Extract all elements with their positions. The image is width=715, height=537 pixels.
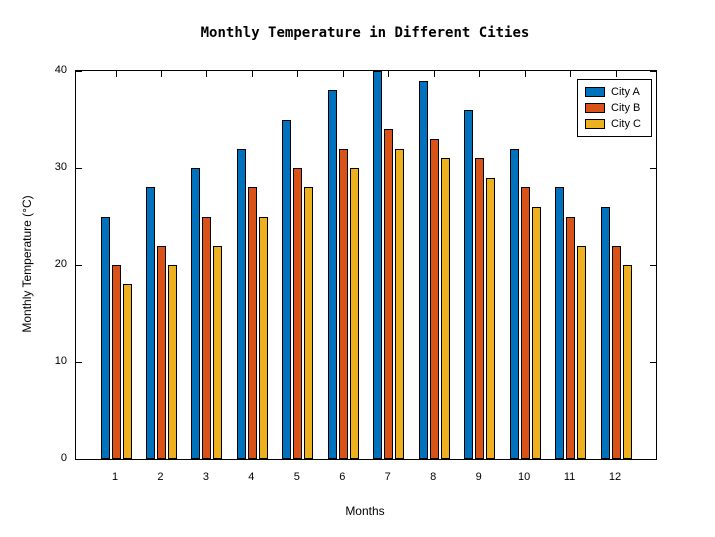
y-tick-right (650, 361, 656, 363)
y-axis-label: Monthly Temperature (°C) (20, 195, 34, 333)
bar-city-a-month-9 (464, 109, 474, 459)
bar-city-a-month-12 (600, 206, 610, 459)
bar-city-c-month-8 (440, 158, 450, 459)
bar-city-a-month-8 (418, 80, 428, 459)
bar-city-b-month-1 (111, 265, 121, 459)
bar-city-c-month-4 (258, 216, 268, 459)
bar-city-b-month-10 (520, 187, 530, 459)
x-tick-label: 9 (475, 471, 482, 483)
y-tick-right (650, 264, 656, 266)
x-tick-top (433, 71, 435, 77)
y-tick-label: 0 (60, 452, 67, 464)
legend-swatch-city-a (585, 87, 606, 97)
y-tick-label: 10 (54, 355, 67, 367)
x-tick-top (297, 71, 299, 77)
legend-item-city-a: City A (585, 86, 641, 98)
bar-city-a-month-1 (100, 216, 110, 459)
x-tick-label: 1 (111, 471, 119, 483)
y-tick-left (76, 167, 82, 169)
x-tick-top (388, 71, 390, 77)
legend-label-city-c: City C (611, 118, 641, 130)
x-tick-top (479, 71, 481, 77)
x-tick-label: 5 (293, 471, 300, 483)
legend-item-city-c: City C (585, 118, 641, 130)
bar-city-c-month-7 (395, 148, 405, 459)
y-tick-right (650, 458, 656, 460)
bar-city-a-month-5 (282, 119, 292, 459)
x-tick-label: 11 (563, 471, 576, 483)
bar-city-a-month-6 (327, 90, 337, 459)
x-tick-label: 12 (608, 471, 622, 483)
x-tick-label: 6 (339, 471, 346, 483)
legend-swatch-city-b (585, 103, 606, 113)
y-tick-label: 20 (54, 258, 67, 270)
y-tick-label: 40 (54, 64, 67, 76)
legend-swatch-city-c (585, 119, 606, 129)
bar-city-c-month-3 (213, 245, 223, 459)
y-tick-label: 30 (54, 161, 67, 173)
x-tick-label: 10 (517, 471, 531, 483)
x-tick-top (160, 71, 162, 77)
bar-city-a-month-4 (236, 148, 246, 459)
chart-title: Monthly Temperature in Different Cities (200, 25, 530, 41)
x-tick-top (115, 71, 117, 77)
y-tick-right (650, 167, 656, 169)
bar-city-a-month-10 (509, 148, 519, 459)
bar-city-b-month-6 (338, 148, 348, 459)
bar-city-b-month-4 (247, 187, 257, 459)
bar-city-b-month-3 (202, 216, 212, 459)
bar-city-c-month-2 (167, 265, 177, 459)
bar-city-b-month-5 (293, 168, 303, 459)
bar-city-b-month-7 (384, 129, 394, 459)
bar-city-b-month-9 (475, 158, 485, 459)
bar-city-c-month-5 (304, 187, 314, 459)
y-tick-left (76, 70, 82, 72)
bar-city-a-month-11 (555, 187, 565, 459)
x-axis-label: Months (345, 504, 385, 518)
x-tick-label: 8 (430, 471, 437, 483)
plot-area: City A City B City C (75, 70, 657, 460)
bar-city-a-month-7 (373, 71, 383, 459)
bar-city-b-month-12 (611, 245, 621, 459)
bar-city-c-month-9 (486, 177, 496, 459)
bar-city-b-month-2 (156, 245, 166, 459)
legend-label-city-a: City A (611, 86, 640, 98)
y-tick-left (76, 264, 82, 266)
x-tick-top (251, 71, 253, 77)
bar-city-c-month-6 (349, 168, 359, 459)
x-tick-label: 2 (157, 471, 164, 483)
x-tick-label: 7 (384, 471, 391, 483)
bar-city-a-month-3 (191, 168, 201, 459)
y-tick-left (76, 361, 82, 363)
bar-city-b-month-8 (429, 138, 439, 459)
bar-city-a-month-2 (145, 187, 155, 459)
legend: City A City B City C (577, 79, 652, 137)
legend-item-city-b: City B (585, 102, 641, 114)
y-tick-left (76, 458, 82, 460)
bar-city-c-month-11 (577, 245, 587, 459)
bar-city-c-month-1 (122, 284, 132, 459)
x-tick-top (524, 71, 526, 77)
x-tick-top (570, 71, 572, 77)
x-tick-top (615, 71, 617, 77)
x-tick-label: 4 (248, 471, 255, 483)
bar-city-c-month-12 (622, 265, 632, 459)
bar-city-b-month-11 (566, 216, 576, 459)
x-tick-label: 3 (202, 471, 209, 483)
bar-city-c-month-10 (531, 206, 541, 459)
y-tick-right (650, 70, 656, 72)
x-tick-top (206, 71, 208, 77)
x-tick-top (342, 71, 344, 77)
legend-label-city-b: City B (611, 102, 641, 114)
